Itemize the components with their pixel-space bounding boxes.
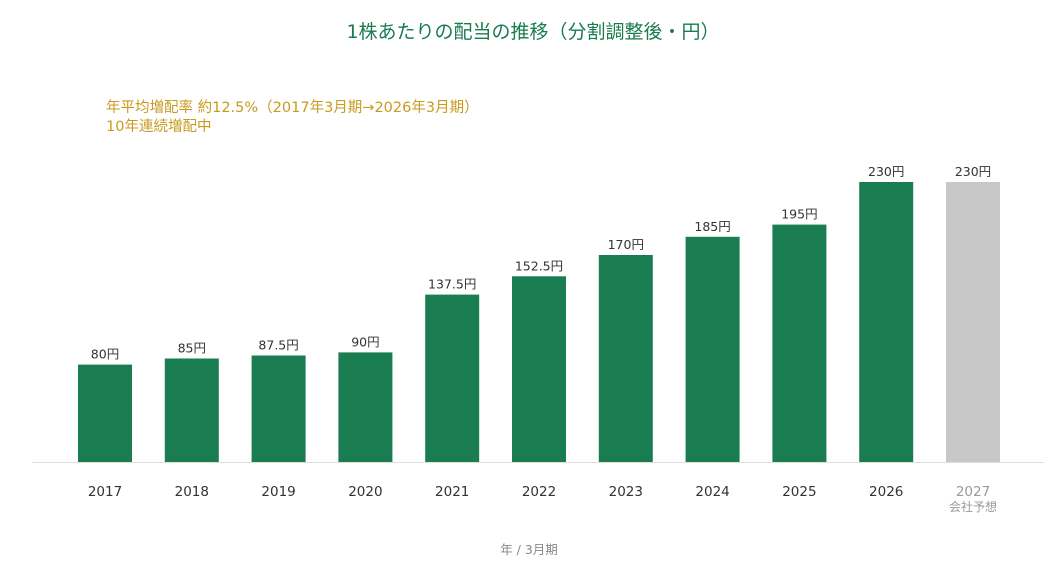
x-axis-label: 年 / 3月期 [500,542,558,557]
category-label-2019: 2019 [261,484,295,500]
bar-2019 [251,355,306,462]
chart-title: 1株あたりの配当の推移（分割調整後・円） [346,21,719,43]
category-label-2026: 2026 [869,484,903,500]
category-label-2025: 2025 [782,484,816,500]
category-label-2018: 2018 [175,484,209,500]
value-label-2024: 185円 [694,219,730,234]
category-label-2023: 2023 [609,484,643,500]
category-label-2022: 2022 [522,484,556,500]
value-label-2018: 85円 [178,341,206,356]
bars-group: 80円 2017 85円 2018 87.5円 2019 90円 2020 137.5円 2021… [78,164,1000,514]
bar-2022 [512,276,566,462]
category-label-2020: 2020 [348,484,382,500]
value-label-2026: 230円 [868,164,904,179]
category-sublabel-2027: 会社予想 [949,499,997,514]
category-label-2024: 2024 [695,484,729,500]
bar-2021 [425,294,480,462]
value-label-2023: 170円 [608,237,644,252]
bar-2018 [164,358,219,462]
value-label-2027: 230円 [955,164,991,179]
value-label-2022: 152.5円 [515,258,563,273]
bar-2024 [685,236,740,462]
cagr-note: 年平均増配率 約12.5%（2017年3月期→2026年3月期） [106,99,479,116]
bar-2027 [946,182,1000,462]
category-label-2017: 2017 [88,484,122,500]
bar-2025 [772,224,827,462]
category-label-2021: 2021 [435,484,469,500]
streak-note: 10年連続増配中 [106,118,211,135]
value-label-2019: 87.5円 [258,338,298,353]
bar-2023 [598,255,653,462]
value-label-2021: 137.5円 [428,277,476,292]
bar-2020 [338,352,393,462]
bar-2026 [859,182,914,462]
value-label-2017: 80円 [91,347,119,362]
value-label-2020: 90円 [351,334,379,349]
bar-2017 [78,364,132,462]
value-label-2025: 195円 [781,207,817,222]
category-label-2027: 2027 [956,484,990,500]
